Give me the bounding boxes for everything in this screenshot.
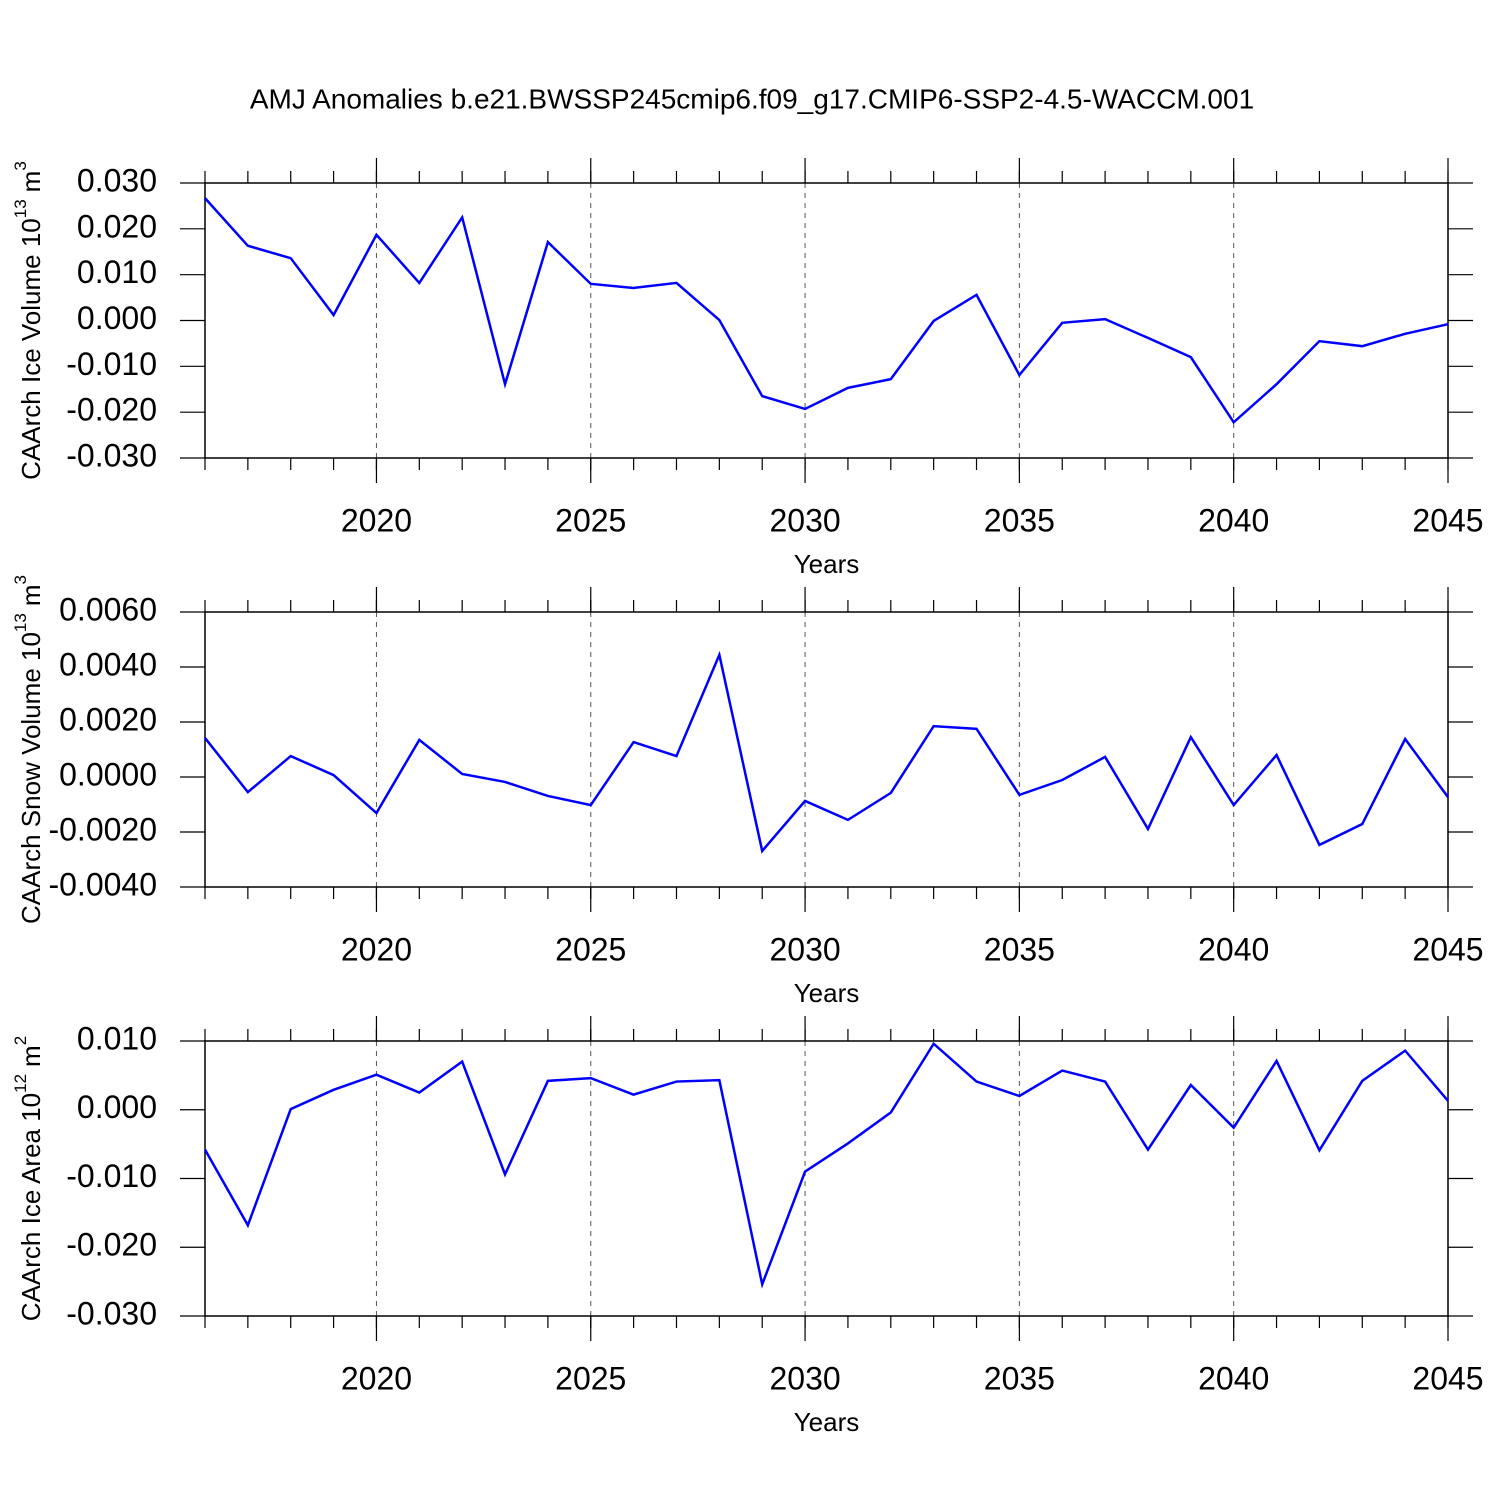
x-tick-label: 2035 — [984, 502, 1055, 538]
x-axis-label: Years — [794, 549, 860, 579]
y-tick-label: -0.020 — [66, 392, 157, 428]
y-tick-label: -0.030 — [66, 1295, 157, 1331]
y-label-text: CAArch Ice Volume 10 — [16, 218, 46, 480]
chart-title: AMJ Anomalies b.e21.BWSSP245cmip6.f09_g1… — [250, 83, 1254, 114]
x-tick-label: 2020 — [341, 1360, 412, 1396]
plot-frame — [204, 182, 1449, 459]
y-label-unit: m — [16, 1045, 46, 1067]
y-label-power: 13 — [11, 613, 30, 632]
data-line — [203, 1041, 1449, 1289]
x-tick-label: 2040 — [1198, 931, 1269, 967]
y-tick-label: -0.010 — [66, 346, 157, 382]
y-axis-label: CAArch Ice Area 1012 m2 — [11, 1036, 45, 1321]
y-label-power: 12 — [11, 1074, 30, 1093]
y-label-unit: m — [16, 584, 46, 606]
x-tick-label: 2025 — [555, 502, 626, 538]
y-tick-label: -0.0040 — [48, 866, 157, 902]
y-label-unit: m — [16, 171, 46, 193]
x-tick-label: 2035 — [984, 931, 1055, 967]
y-tick-label: -0.030 — [66, 437, 157, 473]
y-tick-label: -0.010 — [66, 1158, 157, 1194]
x-tick-label: 2045 — [1412, 502, 1483, 538]
x-tick-label: 2040 — [1198, 1360, 1269, 1396]
plot-frame — [204, 611, 1449, 888]
y-tick-label: 0.020 — [77, 208, 157, 244]
y-tick-label: 0.010 — [77, 1020, 157, 1056]
x-tick-label: 2045 — [1412, 931, 1483, 967]
y-label-unit-power: 3 — [11, 161, 30, 170]
y-tick-label: 0.0060 — [59, 591, 157, 627]
y-tick-label: 0.010 — [77, 254, 157, 290]
plot-frame — [204, 1040, 1449, 1317]
y-tick-label: -0.0020 — [48, 811, 157, 847]
y-tick-label: 0.0040 — [59, 646, 157, 682]
y-label-text: CAArch Snow Volume 10 — [16, 632, 46, 924]
x-axis-label: Years — [794, 978, 860, 1008]
x-tick-label: 2030 — [769, 502, 840, 538]
x-tick-label: 2020 — [341, 931, 412, 967]
x-tick-label: 2020 — [341, 502, 412, 538]
x-tick-label: 2040 — [1198, 502, 1269, 538]
y-tick-label: -0.020 — [66, 1227, 157, 1263]
x-tick-label: 2025 — [555, 931, 626, 967]
y-label-text: CAArch Ice Area 10 — [16, 1093, 46, 1321]
y-label-unit-power: 2 — [11, 1036, 30, 1045]
x-tick-label: 2035 — [984, 1360, 1055, 1396]
x-tick-label: 2045 — [1412, 1360, 1483, 1396]
y-axis-label: CAArch Ice Volume 1013 m3 — [11, 161, 45, 480]
y-tick-label: 0.030 — [77, 162, 157, 198]
data-line — [204, 650, 1450, 854]
x-tick-label: 2030 — [769, 1360, 840, 1396]
x-tick-label: 2030 — [769, 931, 840, 967]
y-label-unit-power: 3 — [11, 575, 30, 584]
y-axis-label: CAArch Snow Volume 1013 m3 — [11, 575, 45, 924]
y-label-power: 13 — [11, 199, 30, 218]
y-tick-label: 0.000 — [77, 300, 157, 336]
y-tick-label: 0.000 — [77, 1089, 157, 1125]
data-line — [204, 197, 1449, 425]
x-tick-label: 2025 — [555, 1360, 626, 1396]
y-tick-label: 0.0020 — [59, 701, 157, 737]
y-tick-label: 0.0000 — [59, 756, 157, 792]
x-axis-label: Years — [794, 1407, 860, 1437]
